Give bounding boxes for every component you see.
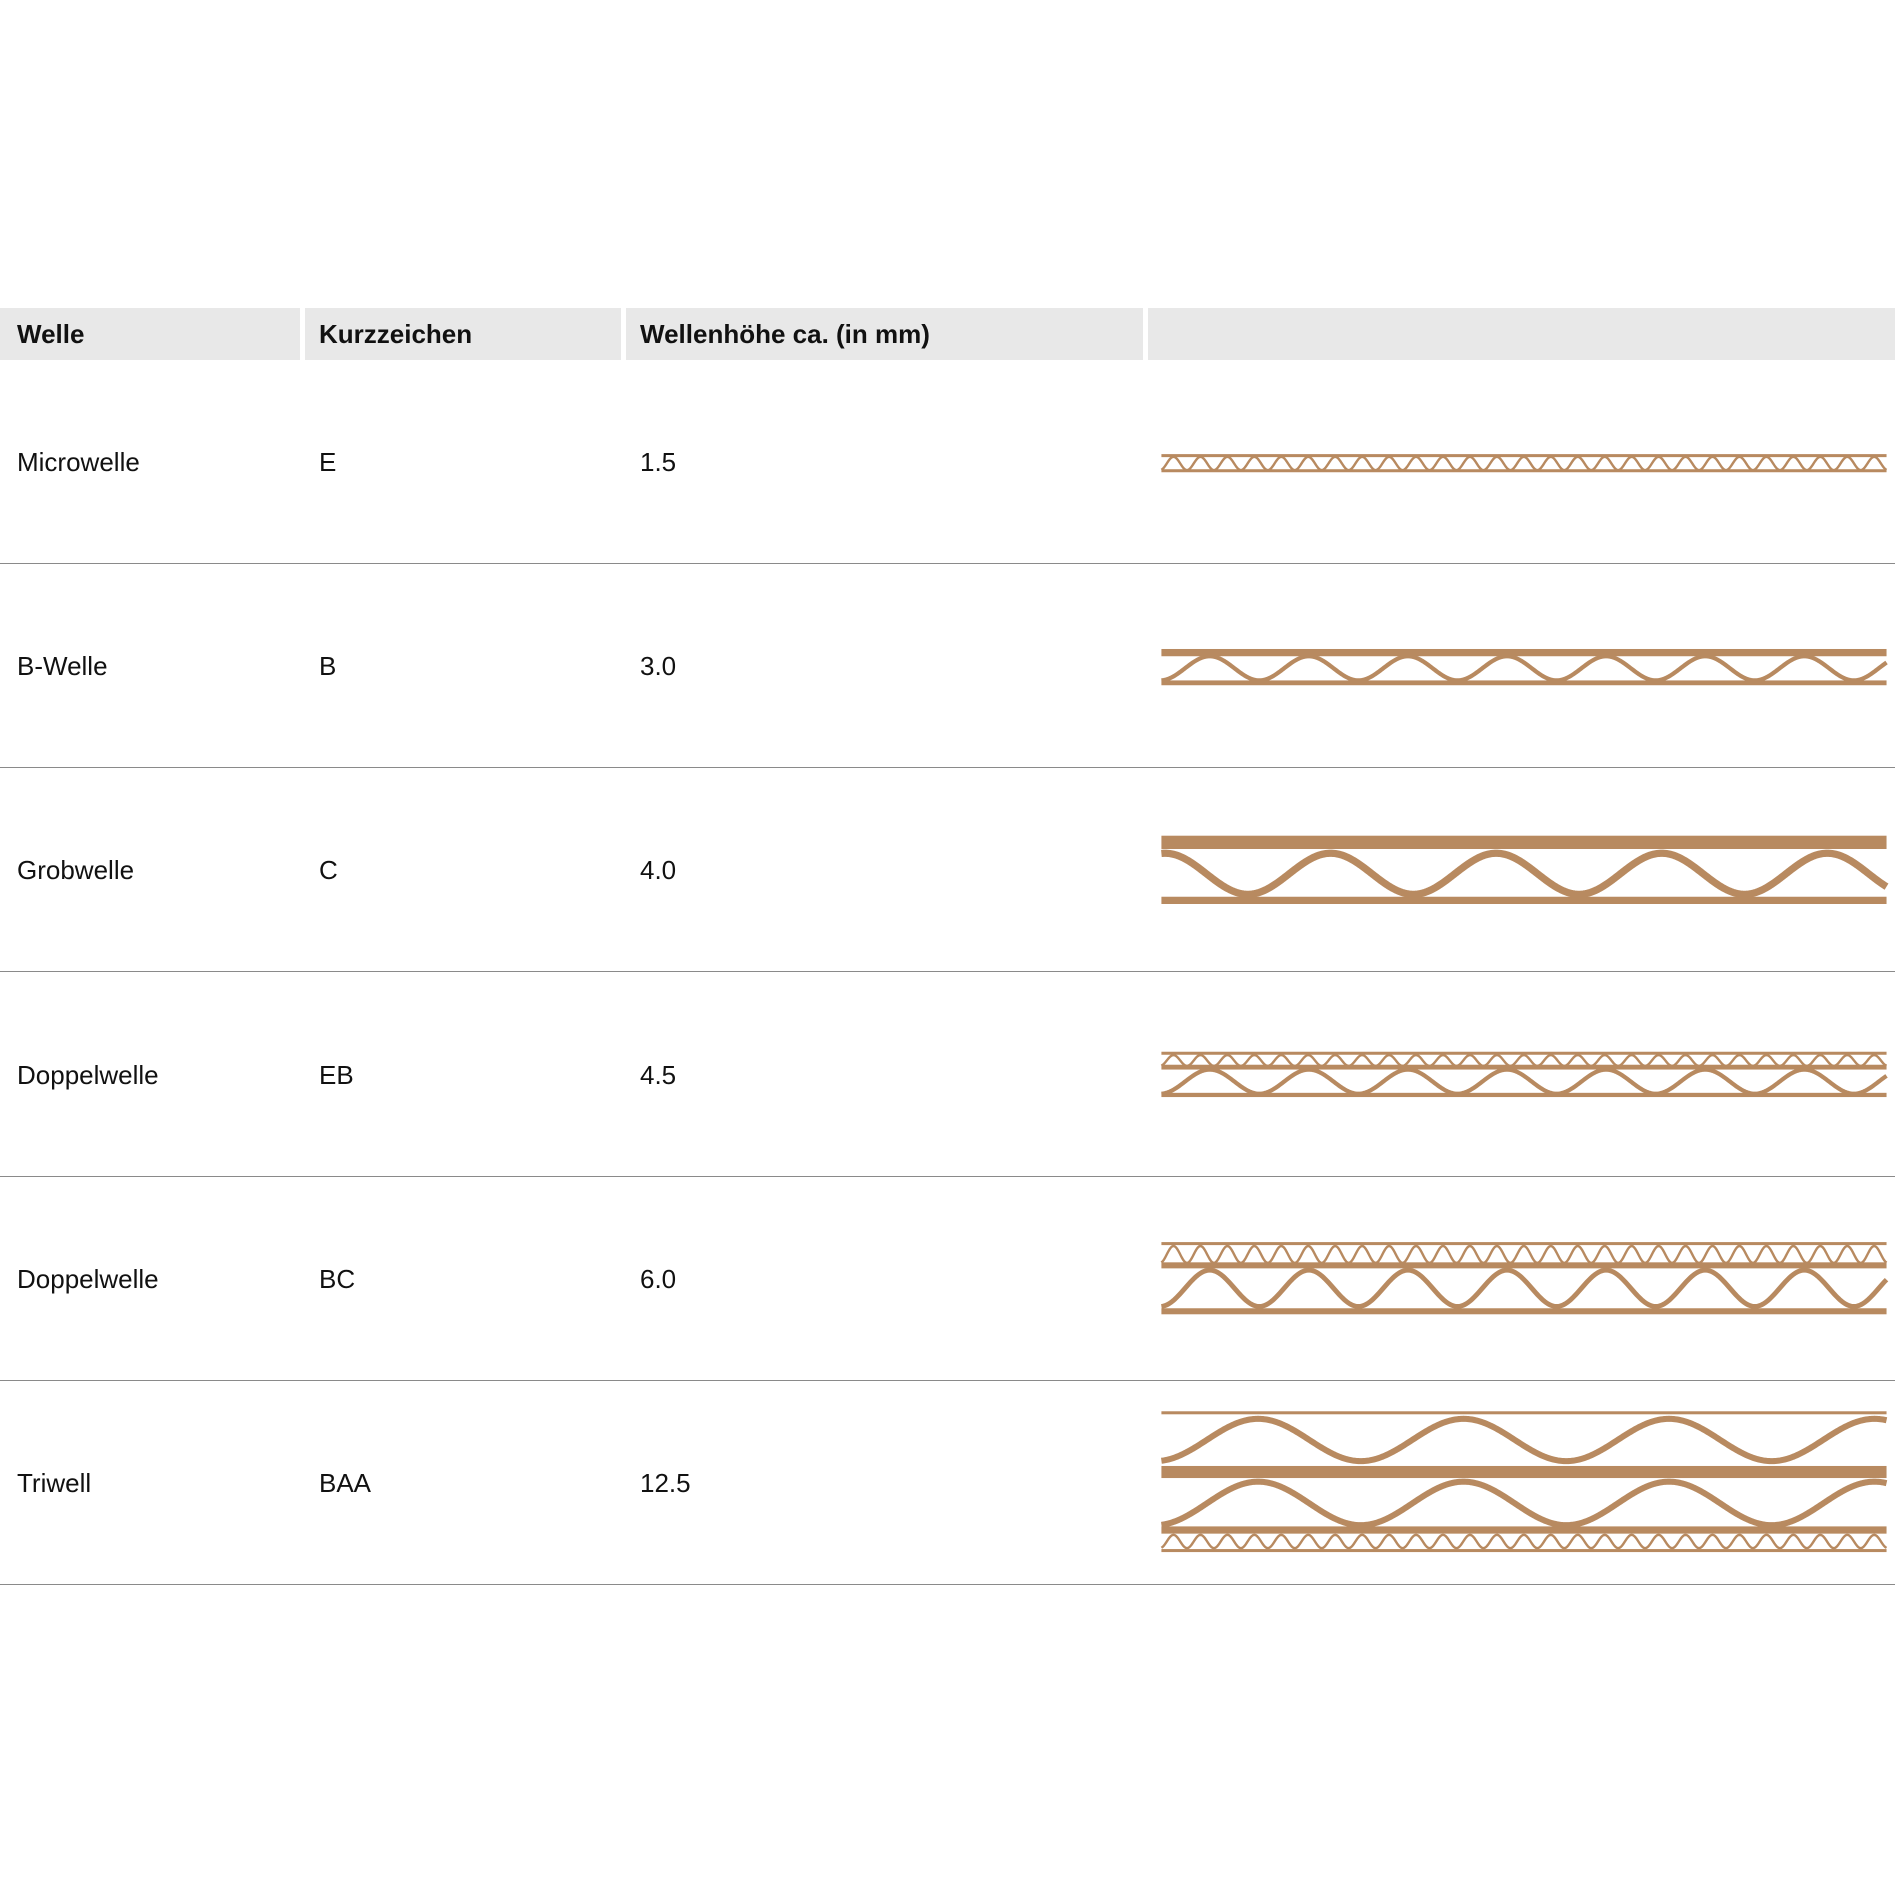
header-wellenhoehe: Wellenhöhe ca. (in mm): [626, 308, 1143, 360]
cell-kurzzeichen: BC: [319, 1263, 356, 1294]
cell-wellenhoehe: 12.5: [640, 1468, 691, 1498]
cell-kurzzeichen: E: [319, 447, 337, 477]
cell-kurzzeichen: EB: [319, 1059, 354, 1090]
cell-wellenhoehe: 6.0: [640, 1263, 677, 1294]
cell-welle: Triwell: [17, 1468, 92, 1498]
cell-welle: B-Welle: [17, 651, 108, 682]
cell-wellenhoehe: 4.5: [640, 1059, 677, 1090]
cell-welle: Microwelle: [17, 447, 140, 477]
cell-welle: Doppelwelle: [17, 1059, 159, 1090]
table-row: B-Welle B 3.0: [0, 564, 1895, 769]
cell-kurzzeichen: C: [319, 855, 338, 886]
cell-wellenhoehe: 1.5: [640, 447, 677, 477]
cell-wellenhoehe: 3.0: [640, 651, 677, 682]
table-row: Grobwelle C 4.0: [0, 768, 1895, 973]
header-kurzzeichen: Kurzzeichen: [305, 308, 621, 360]
header-illustration: [1148, 308, 1895, 360]
cell-wellenhoehe: 4.0: [640, 855, 677, 886]
cell-kurzzeichen: BAA: [319, 1468, 372, 1498]
table-row: Doppelwelle EB 4.5: [0, 973, 1895, 1177]
table-row: Microwelle E 1.5: [0, 360, 1895, 564]
cell-welle: Grobwelle: [17, 855, 135, 886]
cell-kurzzeichen: B: [319, 651, 337, 682]
header-welle: Welle: [0, 308, 300, 360]
table-row: Doppelwelle BC 6.0: [0, 1177, 1895, 1381]
cell-welle: Doppelwelle: [17, 1263, 159, 1294]
table-row: Triwell BAA 12.5: [0, 1381, 1895, 1585]
